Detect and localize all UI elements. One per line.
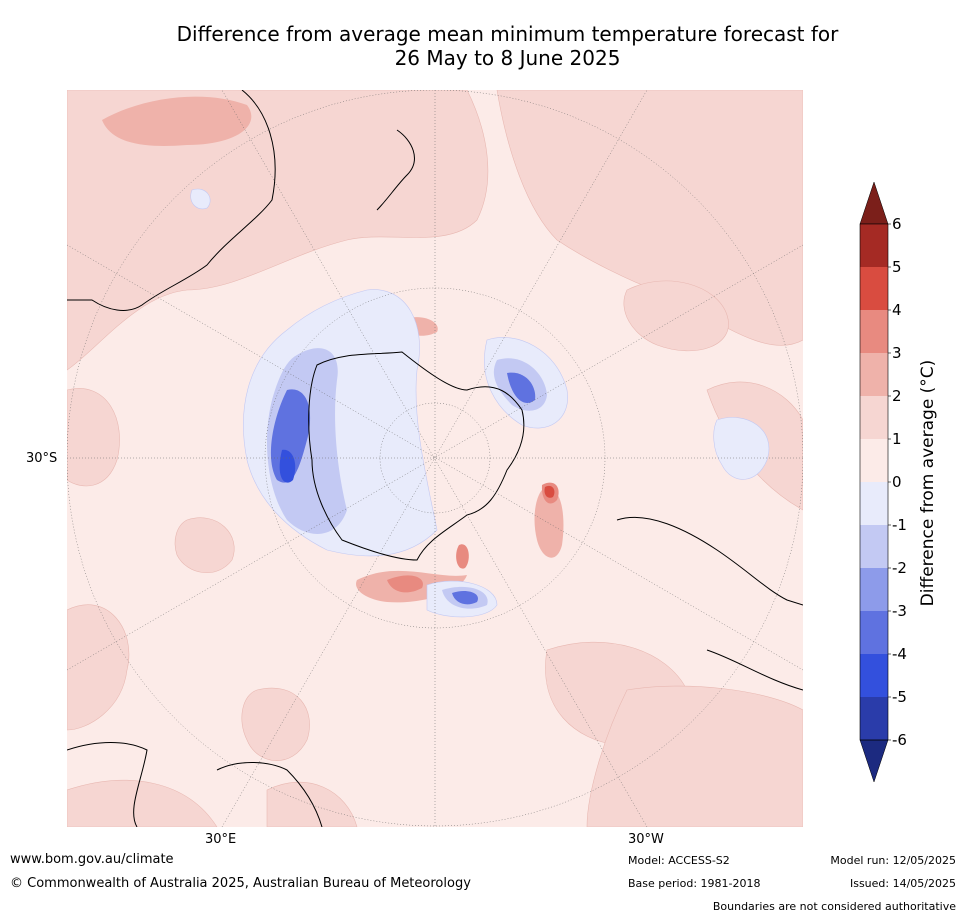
colorbar-band: [860, 611, 888, 654]
colorbar-tick-label: -5: [892, 688, 907, 706]
colorbar-ticks: 6 5 4 3 2 1 0 -1 -2 -3 -4 -5 -6: [888, 215, 907, 749]
coastlines: [67, 90, 803, 827]
footer-model-run: Model run: 12/05/2025: [830, 854, 956, 867]
colorbar-band: [860, 224, 888, 267]
map-title-line1: Difference from average mean minimum tem…: [176, 22, 839, 46]
colorbar-extend-min: [859, 739, 889, 783]
colorbar-tick-label: 2: [892, 387, 902, 405]
footer-url: www.bom.gov.au/climate: [10, 852, 174, 867]
lat-label-30s: 30°S: [26, 451, 58, 466]
colorbar-title: Difference from average (°C): [918, 359, 938, 607]
colorbar-tick-label: -4: [892, 645, 907, 663]
colorbar-tick-label: 1: [892, 430, 902, 448]
colorbar-band: [860, 310, 888, 353]
colorbar-band: [860, 654, 888, 697]
footer-base-period: Base period: 1981-2018: [628, 877, 761, 890]
colorbar-band: [860, 267, 888, 310]
colorbar-tick-label: 3: [892, 344, 902, 362]
colorbar-band: [860, 697, 888, 740]
colorbar-band: [860, 482, 888, 525]
colorbar-band: [860, 525, 888, 568]
colorbar-tick-label: -3: [892, 602, 907, 620]
map-title-line2: 26 May to 8 June 2025: [394, 46, 621, 70]
footer-disclaimer: Boundaries are not considered authoritat…: [712, 900, 956, 913]
colorbar-tick-label: 6: [892, 215, 902, 233]
warm-anomaly-moderate: [102, 96, 564, 603]
colorbar-band: [860, 396, 888, 439]
colorbar-band: [860, 568, 888, 611]
footer-model: Model: ACCESS-S2: [628, 854, 730, 867]
colorbar-bands: [859, 181, 889, 783]
colorbar-tick-label: 0: [892, 473, 902, 491]
warm-anomaly-peak: [544, 485, 555, 498]
lon-label-30e: 30°E: [205, 832, 237, 847]
warm-anomaly-light: [67, 90, 803, 827]
colorbar: 6 5 4 3 2 1 0 -1 -2 -3 -4 -5 -6: [859, 181, 907, 783]
colorbar-band: [860, 439, 888, 482]
polar-temperature-map: [67, 90, 803, 827]
colorbar-band: [860, 353, 888, 396]
lon-label-30w: 30°W: [628, 832, 664, 847]
colorbar-extend-max: [859, 181, 889, 225]
map-title: Difference from average mean minimum tem…: [60, 22, 955, 70]
footer-copyright: © Commonwealth of Australia 2025, Austra…: [10, 876, 471, 891]
footer-issued: Issued: 14/05/2025: [849, 877, 956, 890]
colorbar-tick-label: -1: [892, 516, 907, 534]
colorbar-tick-label: 4: [892, 301, 902, 319]
colorbar-tick-label: -2: [892, 559, 907, 577]
colorbar-tick-label: 5: [892, 258, 902, 276]
graticule: [67, 90, 803, 827]
colorbar-tick-label: -6: [892, 731, 907, 749]
